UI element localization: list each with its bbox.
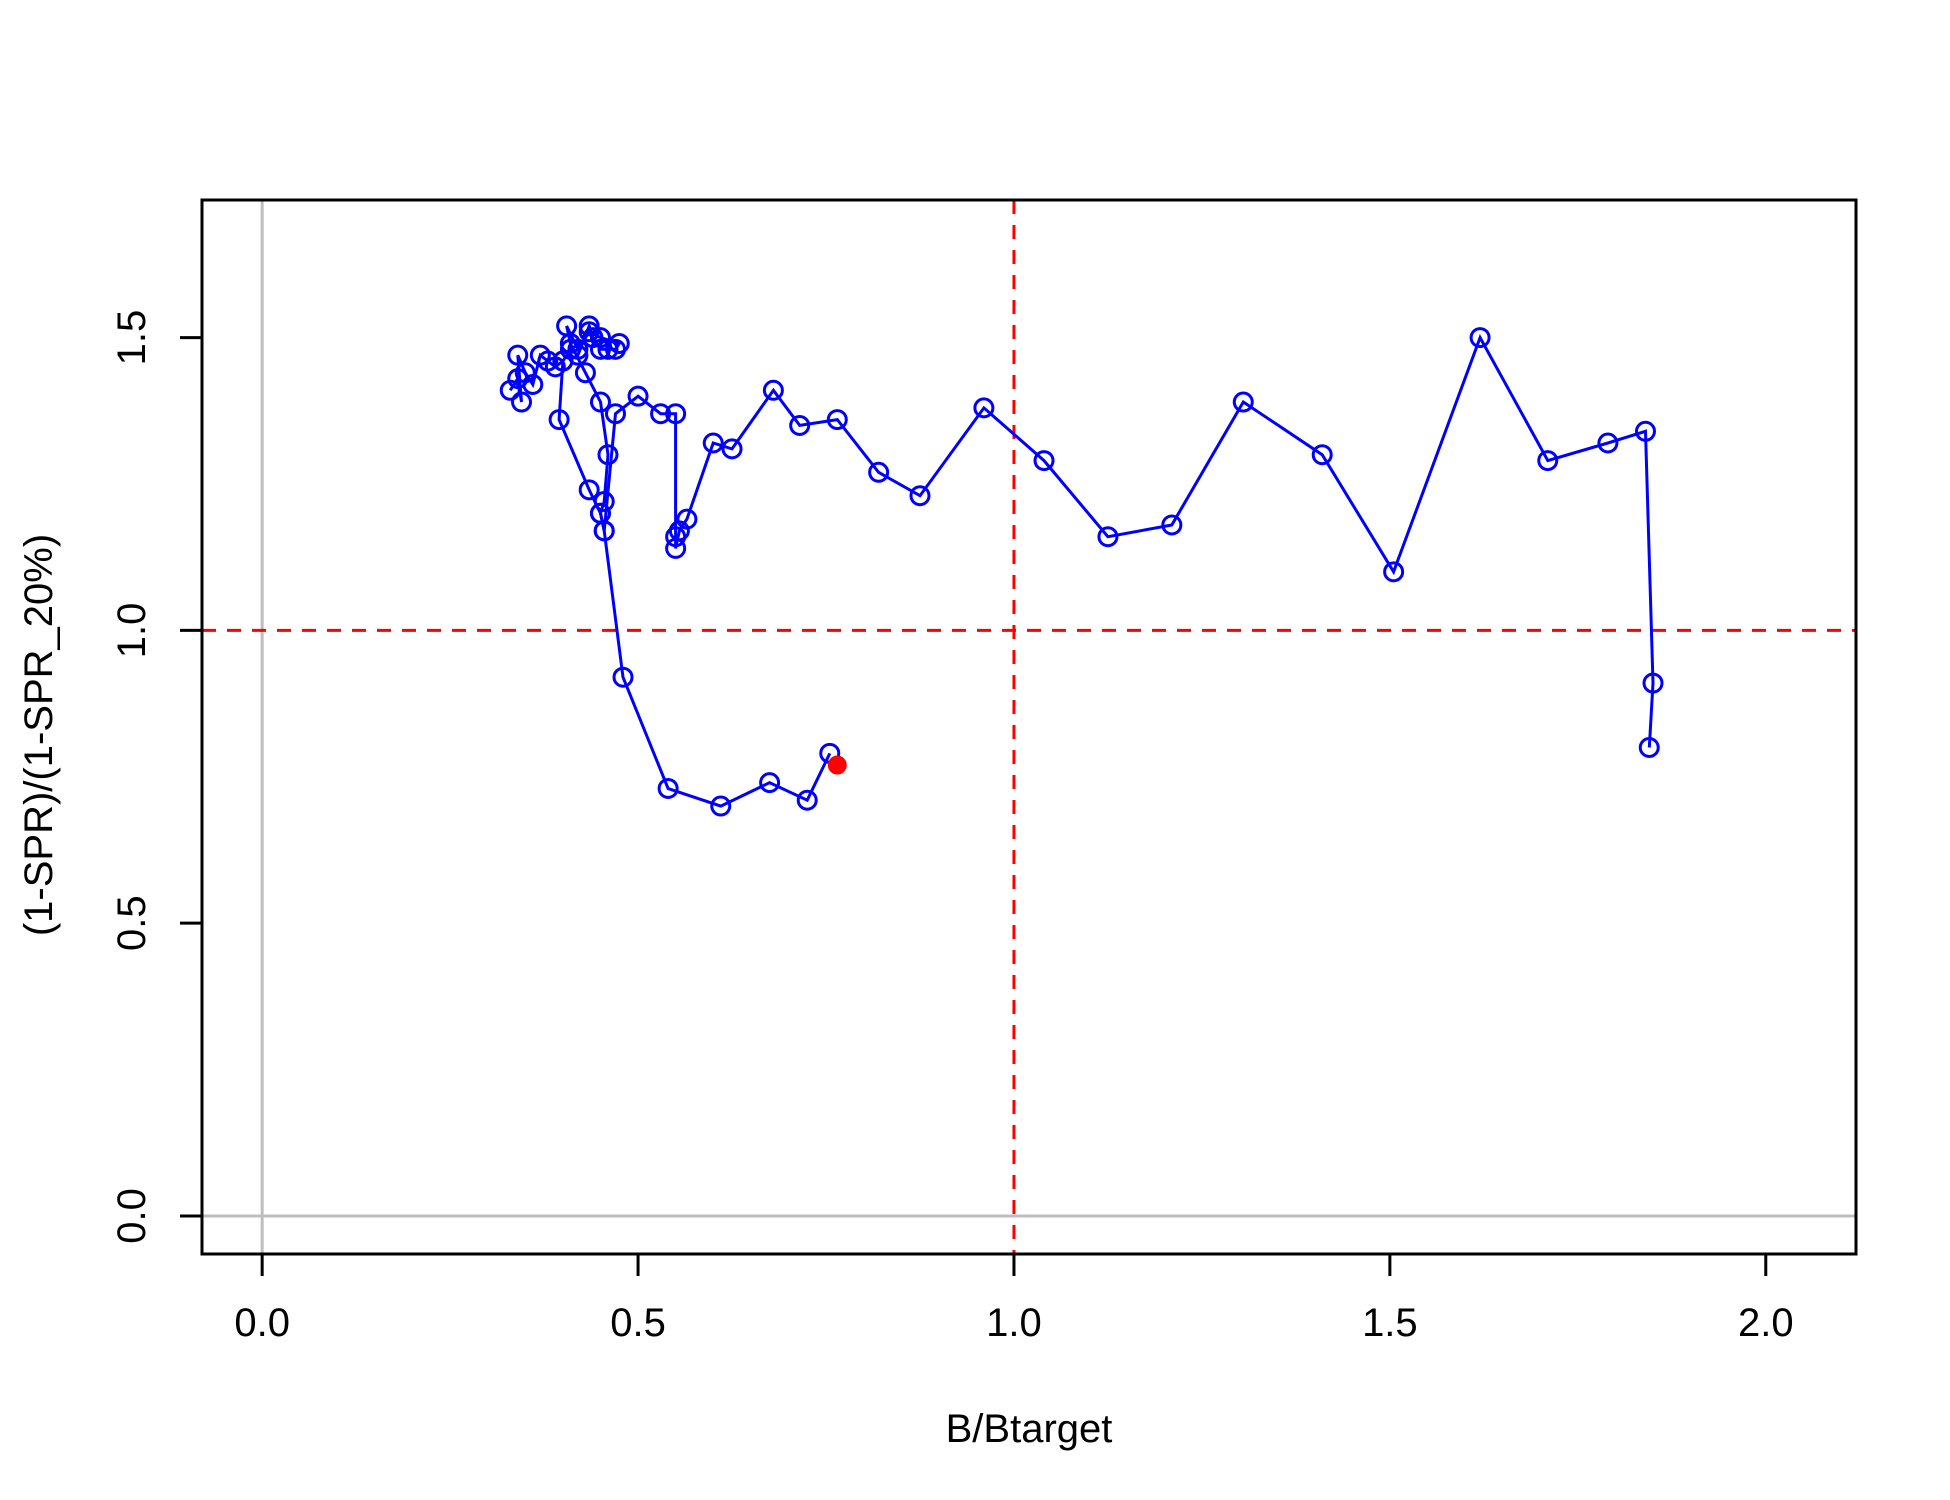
current-point-layer — [827, 755, 847, 775]
data-point — [1642, 672, 1664, 694]
data-point — [605, 403, 626, 425]
x-tick-label: 0.0 — [234, 1301, 290, 1345]
data-point — [578, 321, 600, 343]
data-point — [574, 362, 596, 384]
y-axis-label: (1-SPR)/(1-SPR_20%) — [17, 534, 61, 936]
data-point — [789, 414, 811, 436]
plot-frame — [200, 198, 1858, 1256]
data-point — [665, 403, 687, 425]
series-1 — [548, 350, 841, 817]
data-point — [1469, 327, 1491, 349]
data-point — [1634, 420, 1656, 442]
data-point — [796, 789, 818, 811]
zero-lines — [202, 200, 1856, 1254]
data-point — [826, 409, 848, 431]
current-year-point — [827, 755, 847, 775]
data-point — [548, 409, 570, 431]
data-point — [559, 332, 581, 354]
data-point — [511, 391, 533, 413]
data-point — [1161, 514, 1183, 536]
y-tick-label: 1.5 — [110, 310, 154, 366]
data-point — [522, 373, 544, 395]
data-point — [627, 385, 649, 407]
data-point — [676, 508, 698, 530]
data-point — [552, 350, 574, 372]
data-point — [589, 327, 611, 349]
data-point — [589, 391, 611, 413]
data-point — [578, 479, 600, 501]
data-point — [650, 403, 672, 425]
data-point — [1097, 526, 1119, 548]
data-point — [657, 777, 679, 799]
x-tick-label: 1.5 — [1362, 1301, 1418, 1345]
data-point — [702, 432, 724, 454]
series-line — [508, 321, 1655, 748]
data-point — [1597, 432, 1619, 454]
data-point — [1033, 450, 1055, 472]
x-tick-label: 0.5 — [610, 1301, 666, 1345]
data-point — [759, 772, 781, 794]
x-tick-label: 2.0 — [1738, 1301, 1794, 1345]
series-0 — [499, 315, 1664, 758]
y-tick-label: 0.0 — [110, 1188, 154, 1244]
data-point — [973, 397, 995, 419]
data-point — [762, 379, 784, 401]
reference-lines — [202, 200, 1856, 1254]
data-point — [593, 520, 615, 542]
data-point — [1232, 391, 1254, 413]
x-axis: 0.0 0.5 1.0 1.5 2.0 — [234, 1254, 1794, 1345]
x-axis-label: B/Btarget — [946, 1407, 1113, 1451]
data-point — [1638, 736, 1660, 758]
y-axis: 0.0 0.5 1.0 1.5 — [110, 310, 202, 1244]
data-point — [721, 438, 743, 460]
data-point — [868, 461, 890, 483]
data-point — [597, 444, 619, 466]
data-point — [608, 332, 630, 354]
data-point — [1383, 561, 1405, 583]
data-point — [507, 344, 529, 366]
data-point — [578, 315, 600, 337]
data-point — [710, 795, 732, 817]
series-layer — [499, 315, 1664, 817]
data-point — [589, 338, 611, 360]
series-line — [557, 360, 832, 808]
y-tick-label: 1.0 — [110, 603, 154, 659]
x-tick-label: 1.0 — [986, 1301, 1042, 1345]
data-point — [1537, 450, 1559, 472]
data-point — [1311, 444, 1333, 466]
y-tick-label: 0.5 — [110, 895, 154, 951]
data-point — [612, 666, 634, 688]
data-point — [909, 485, 931, 507]
